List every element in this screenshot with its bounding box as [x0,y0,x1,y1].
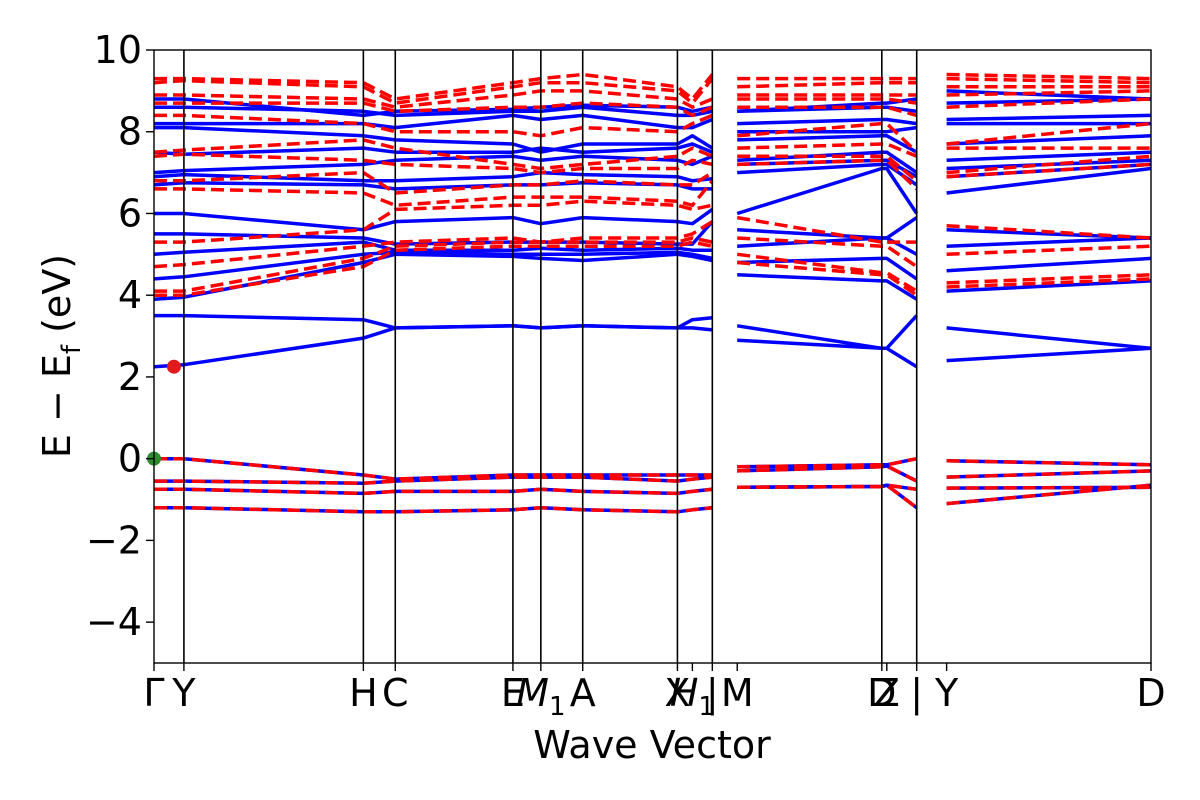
x-tick-label: | [910,671,923,716]
spin-up-band-17 [154,97,1151,118]
spin-down-band-15 [154,76,1151,105]
y-tick-label: 10 [94,28,142,72]
spin-down-band-1 [154,483,1151,496]
x-tick-label: D [867,671,896,715]
spin-up-band-12 [154,158,1151,183]
high-symmetry-lines [183,50,918,663]
x-tick-label: E [501,671,525,715]
spin-up-band-7 [154,250,1151,281]
spin-down-band-7 [154,199,1151,244]
spin-down-band-10 [154,142,1151,175]
y-tick-label: 2 [118,355,142,399]
y-tick-label: −2 [86,518,142,562]
x-tick-label: M [721,671,754,715]
y-tick-label: 6 [118,191,142,235]
y-tick-label: 0 [118,437,142,481]
spin-down-band-12 [154,97,1151,138]
spin-up-band-14 [154,134,1151,156]
x-tick-label: | [706,671,719,716]
spin-down-band-16 [154,72,1151,101]
y-axis-ticks: −4 −2 0 2 4 6 8 10 [86,28,154,644]
x-tick-label: X [664,671,690,715]
spin-down-band-6 [154,220,1151,269]
cbm-marker [166,359,181,374]
x-tick-label: Y [171,671,196,715]
spin-down-band-2 [154,464,1151,485]
spin-down-band-13 [154,89,1151,118]
y-tick-label: −4 [86,600,142,644]
spin-up-band-16 [154,113,1151,130]
band-lines [154,72,1151,514]
x-tick-label: H1 [670,671,715,722]
x-tick-label: Γ [143,671,164,715]
y-tick-label: 8 [118,110,142,154]
plot-frame [153,49,1152,664]
spin-down-band-0 [154,483,1151,514]
spin-down-band-11 [154,121,1151,171]
y-tick-label: 4 [118,273,142,317]
band-edge-markers [147,359,181,466]
x-tick-label: D [1136,671,1165,715]
spin-down-band-14 [154,85,1151,109]
x-tick-label: Y [934,671,959,715]
x-tick-label: A [570,671,596,715]
spin-down-band-5 [154,236,1151,293]
x-tick-label: H [349,671,378,715]
x-tick-label: M1 [516,671,565,722]
spin-up-band-15 [154,121,1151,154]
spin-up-band-5 [154,313,1151,351]
spin-down-band-9 [154,154,1151,195]
spin-up-band-10 [154,166,1151,232]
x-tick-label: C [382,671,409,715]
spin-down-band-8 [154,158,1151,208]
spin-down-band-4 [154,240,1151,297]
x-tick-label: Z [874,671,900,715]
y-axis-label: E − Ef (eV) [35,254,87,458]
x-axis-ticks: Γ Y H C EM1 A XH1| M DZ | Y D [143,663,1166,722]
spin-down-band-3 [154,456,1151,481]
spin-up-band-13 [154,150,1151,175]
x-axis-label: Wave Vector [533,723,771,767]
